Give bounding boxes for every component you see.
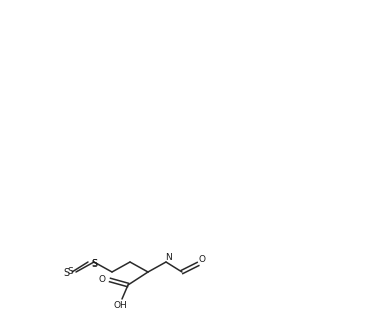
Text: S: S xyxy=(91,259,97,269)
Text: OH: OH xyxy=(113,301,127,311)
Text: O: O xyxy=(199,256,206,264)
Text: S: S xyxy=(91,259,97,269)
Text: O: O xyxy=(99,276,106,284)
Text: N: N xyxy=(166,253,172,263)
Text: S: S xyxy=(63,268,69,278)
Text: S: S xyxy=(67,268,73,276)
